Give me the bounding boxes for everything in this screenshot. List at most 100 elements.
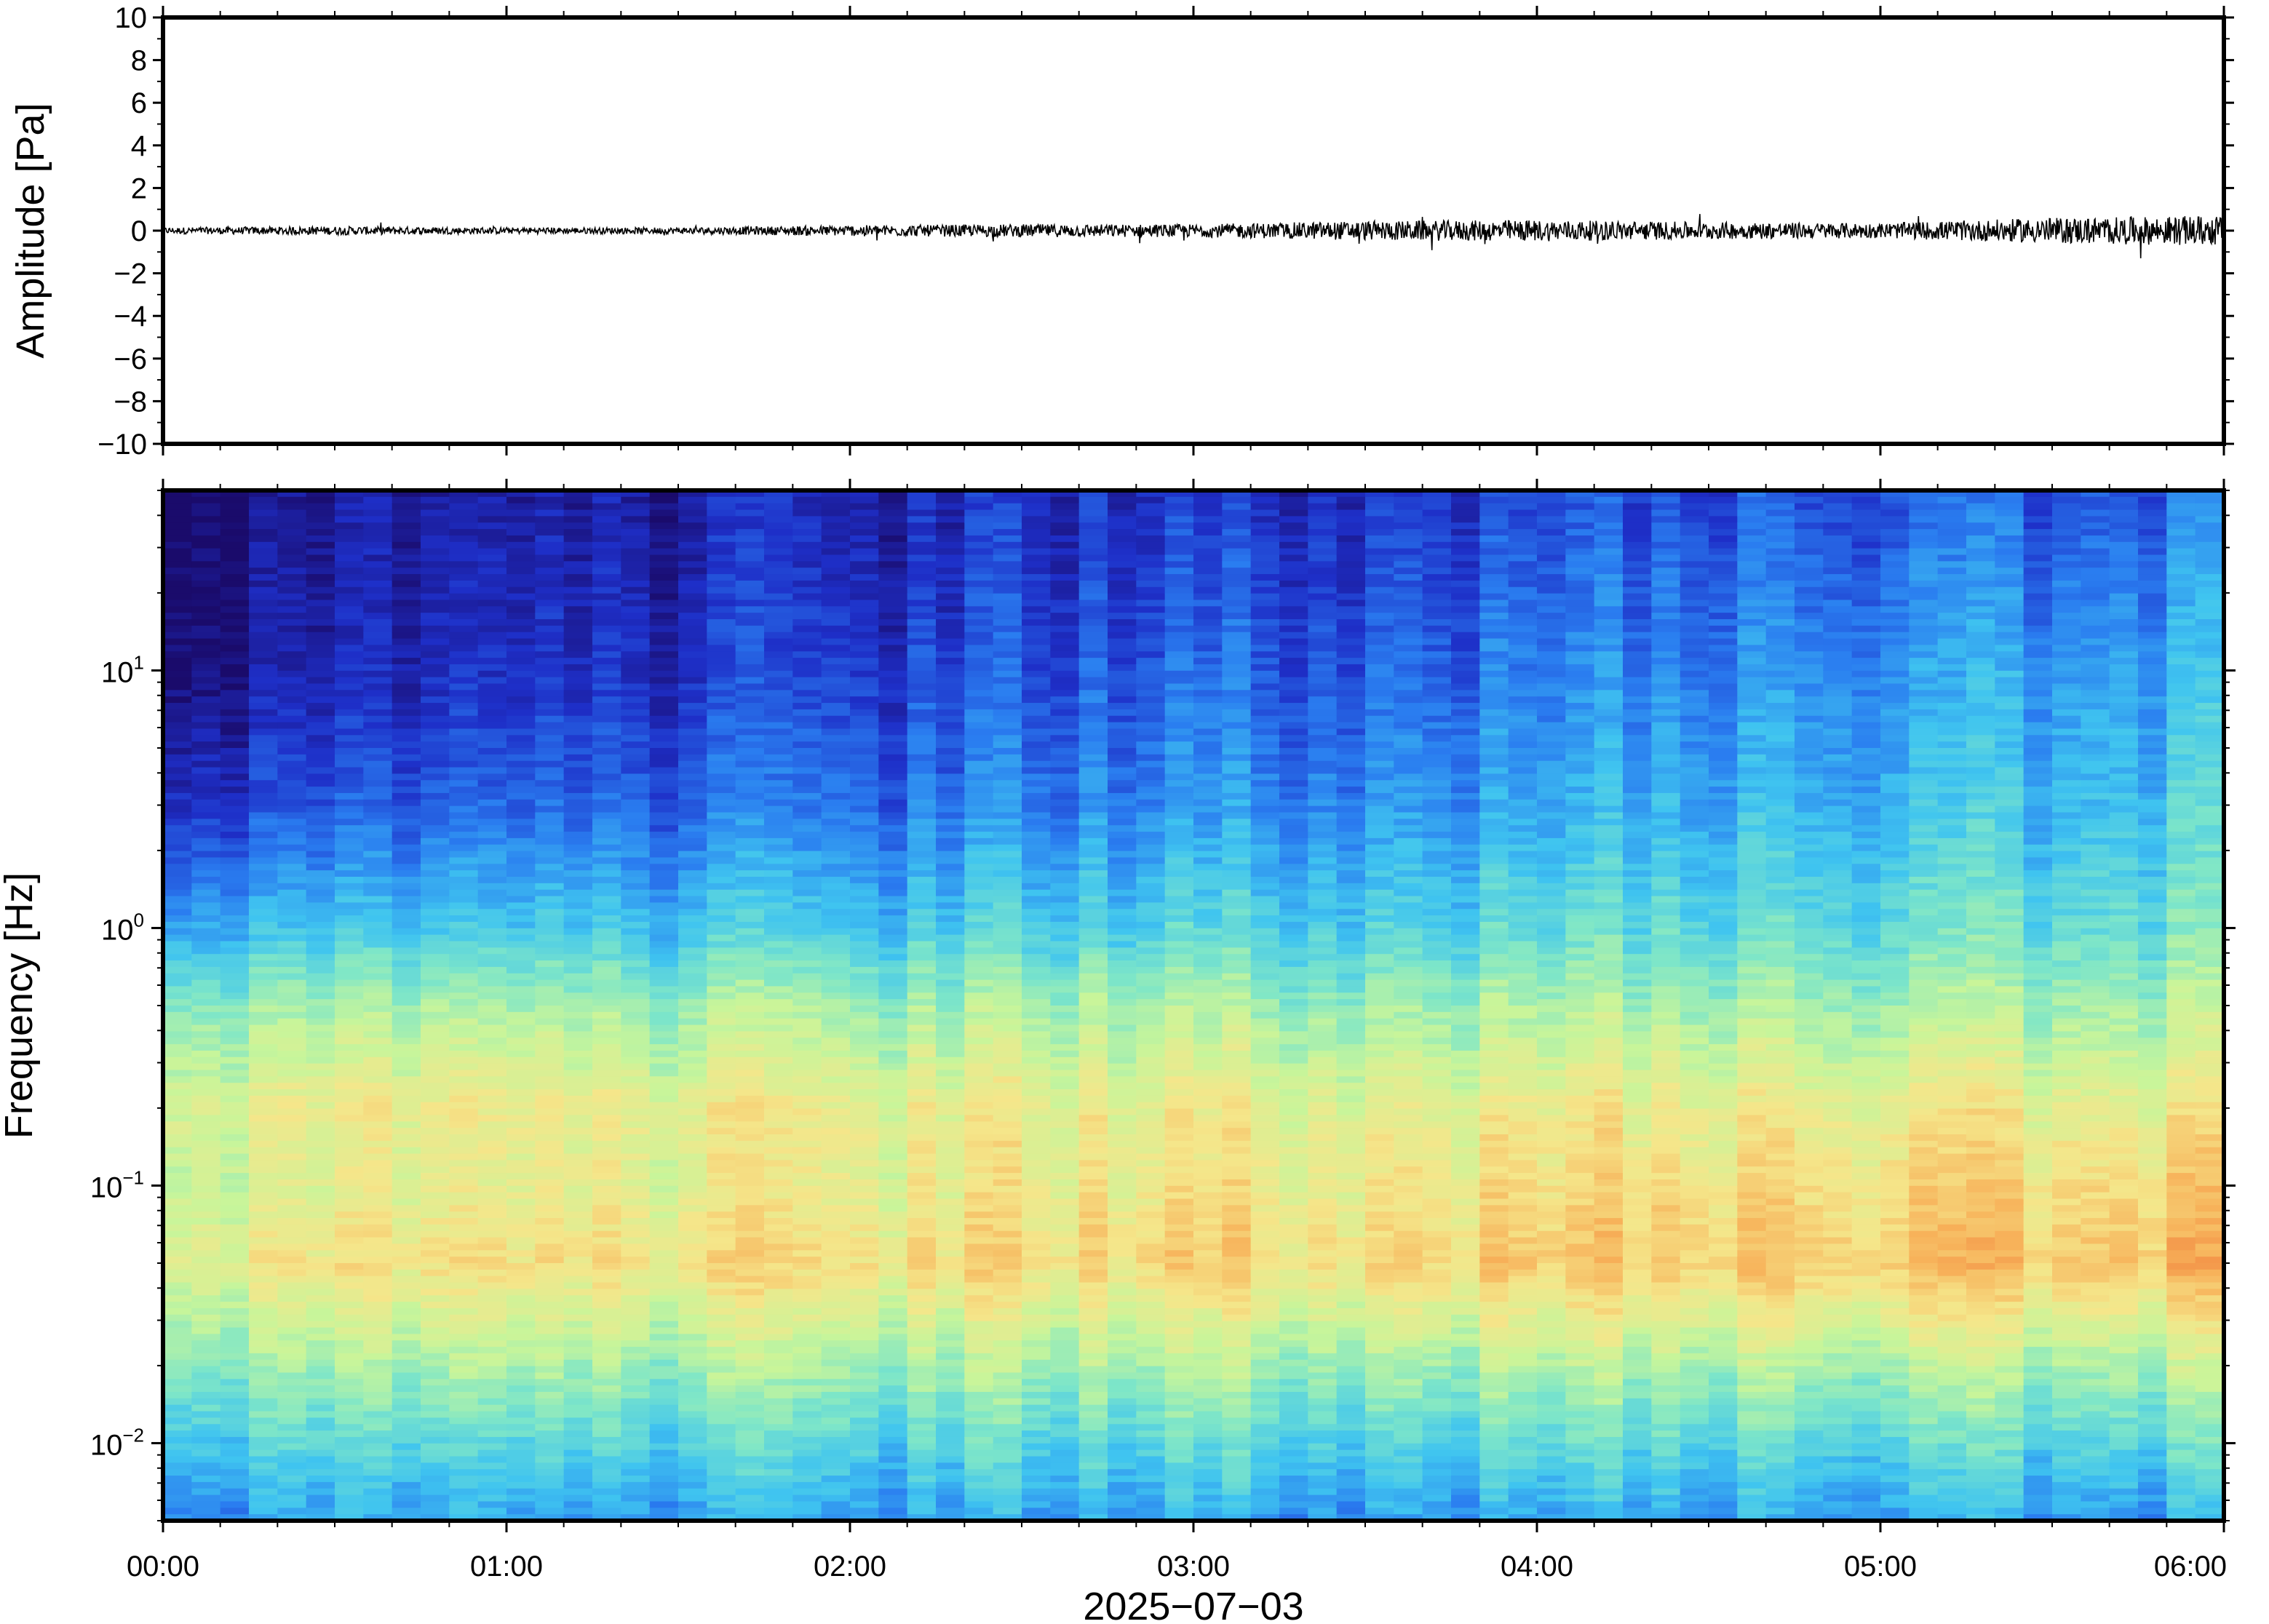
spectrogram-cell (792, 1102, 822, 1110)
spectrogram-cell (850, 735, 880, 742)
spectrogram-cell (392, 1379, 421, 1386)
spectrogram-cell (707, 941, 736, 949)
spectrogram-cell (191, 1436, 221, 1444)
spectrogram-cell (335, 870, 365, 877)
spectrogram-cell (449, 954, 479, 961)
spectrogram-cell (707, 1044, 736, 1051)
spectrogram-cell (477, 1185, 507, 1193)
spectrogram-cell (678, 934, 708, 942)
spectrogram-cell (449, 735, 479, 742)
spectrogram-cell (964, 658, 994, 665)
spectrogram-cell (792, 1424, 822, 1431)
spectrogram-cell (563, 1063, 593, 1071)
spectrogram-cell (392, 1011, 421, 1019)
spectrogram-cell (878, 1230, 908, 1238)
spectrogram-cell (649, 1070, 679, 1078)
spectrogram-cell (306, 896, 335, 904)
spectrogram-cell (277, 1456, 307, 1464)
spectrogram-cell (649, 857, 679, 865)
spectrogram-cell (249, 561, 279, 568)
spectrogram-cell (850, 529, 880, 536)
spectrogram-cell (850, 760, 880, 768)
spectrogram-cell (249, 1302, 279, 1309)
spectrogram-cell (392, 535, 421, 543)
spectrogram-cell (363, 1392, 393, 1399)
spectrogram-cell (449, 1108, 479, 1116)
spectrogram-cell (163, 593, 193, 601)
spectrogram-cell (936, 1449, 966, 1457)
spectrogram-cell (792, 1501, 822, 1509)
spectrogram-cell (392, 1481, 421, 1489)
spectrogram-cell (220, 1359, 250, 1367)
spectrogram-cell (506, 992, 536, 1000)
spectrogram-cell (936, 1494, 966, 1502)
spectrogram-cell (363, 837, 393, 845)
spectrogram-cell (649, 1469, 679, 1476)
spectrogram-cell (964, 1508, 994, 1515)
spectrogram-cell (163, 1436, 193, 1444)
spectrogram-cell (563, 864, 593, 871)
spectrogram-cell (220, 1321, 250, 1329)
spectrogram-cell (649, 651, 679, 658)
spectrogram-cell (306, 851, 335, 859)
spectrogram-cell (936, 832, 966, 839)
spectrogram-cell (449, 754, 479, 762)
spectrogram-cell (277, 496, 307, 504)
spectrogram-cell (936, 1250, 966, 1257)
spectrogram-cell (421, 658, 450, 665)
spectrogram-cell (363, 619, 393, 626)
spectrogram-cell (535, 535, 565, 543)
spectrogram-cell (191, 548, 221, 556)
spectrogram-cell (764, 1476, 794, 1483)
spectrogram-cell (821, 1083, 851, 1090)
spectrogram-cell (392, 812, 421, 820)
spectrogram-cell (678, 1153, 708, 1161)
spectrogram-cell (477, 1398, 507, 1406)
spectrogram-cell (621, 1263, 651, 1270)
spectrogram-cell (249, 735, 279, 742)
spectrogram-cell (764, 1128, 794, 1135)
spectrogram-cell (449, 832, 479, 839)
spectrogram-cell (878, 735, 908, 742)
spectrogram-cell (735, 870, 765, 877)
spectrogram-cell (993, 947, 1022, 955)
spectrogram-cell (592, 992, 622, 1000)
spectrogram-cell (649, 1063, 679, 1071)
spectrogram-cell (363, 1115, 393, 1123)
spectrogram-cell (764, 561, 794, 568)
spectrogram-cell (277, 1436, 307, 1444)
spectrogram-cell (421, 1347, 450, 1354)
spectrogram-cell (707, 1372, 736, 1380)
spectrogram-cell (421, 1070, 450, 1078)
spectrogram-cell (707, 1179, 736, 1187)
spectrogram-cell (936, 1289, 966, 1297)
spectrogram-cell (821, 934, 851, 942)
spectrogram-cell (163, 896, 193, 904)
spectrogram-cell (964, 1488, 994, 1496)
spectrogram-cell (792, 1269, 822, 1277)
spectrogram-cell (764, 941, 794, 949)
spectrogram-cell (878, 696, 908, 704)
spectrogram-cell (1022, 748, 1052, 755)
spectrogram-cell (421, 1494, 450, 1502)
spectrogram-cell (449, 748, 479, 755)
spectrogram-cell (907, 1488, 937, 1496)
spectrogram-cell (163, 1237, 193, 1245)
spectrogram-cell (163, 1115, 193, 1123)
spectrogram-cell (220, 889, 250, 897)
spectrogram-cell (592, 638, 622, 646)
spectrogram-cell (821, 638, 851, 646)
spectrogram-cell (421, 909, 450, 916)
spectrogram-cell (878, 1257, 908, 1264)
spectrogram-cell (821, 1488, 851, 1496)
spectrogram-cell (191, 1230, 221, 1238)
spectrogram-cell (506, 760, 536, 768)
spectrogram-cell (220, 561, 250, 568)
spectrogram-cell (249, 1031, 279, 1039)
spectrogram-cell (592, 760, 622, 768)
spectrogram-cell (163, 670, 193, 678)
spectrogram-cell (306, 864, 335, 871)
spectrogram-cell (249, 870, 279, 877)
spectrogram-cell (964, 1198, 994, 1206)
spectrogram-cell (964, 1173, 994, 1180)
